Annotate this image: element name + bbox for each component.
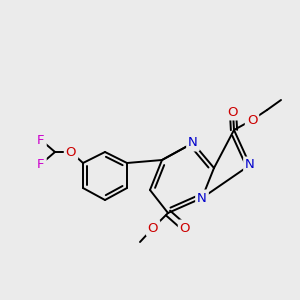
Text: O: O — [247, 113, 257, 127]
Text: O: O — [180, 221, 190, 235]
Text: N: N — [197, 191, 207, 205]
Text: F: F — [37, 158, 45, 170]
Text: O: O — [66, 146, 76, 158]
Text: F: F — [37, 134, 45, 146]
Text: N: N — [245, 158, 255, 172]
Text: N: N — [188, 136, 198, 149]
Text: O: O — [148, 221, 158, 235]
Text: O: O — [228, 106, 238, 118]
